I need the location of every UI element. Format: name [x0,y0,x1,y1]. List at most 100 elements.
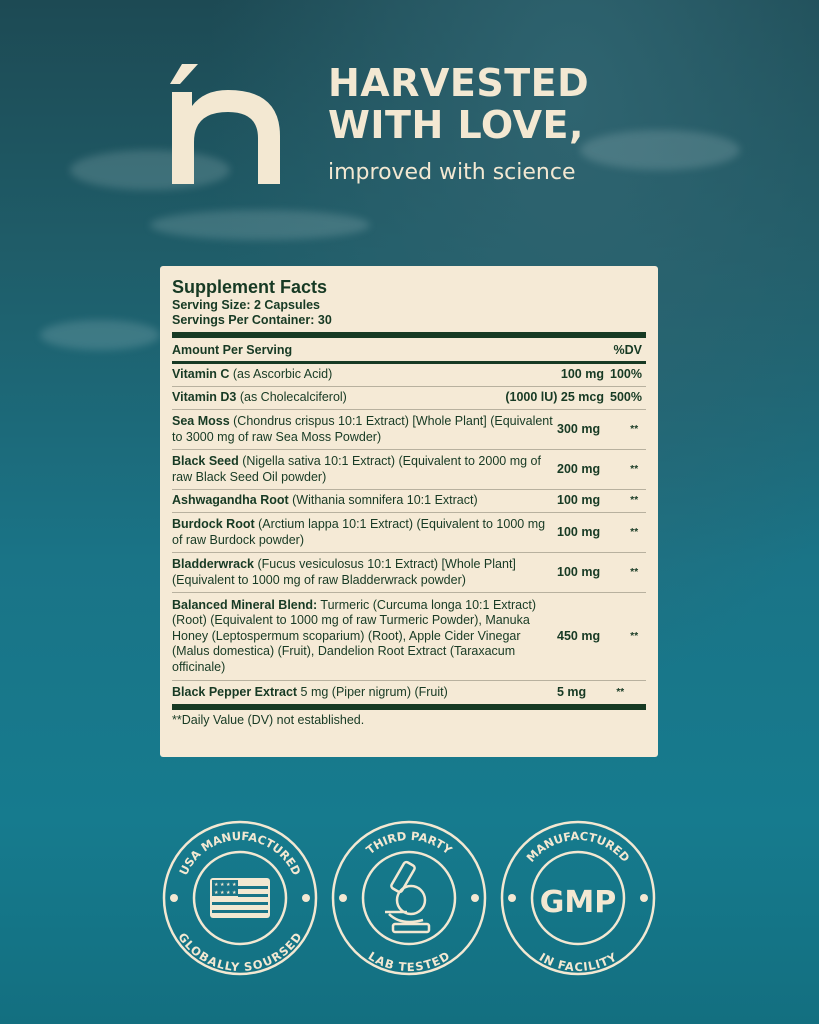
amount-header-row: Amount Per Serving %DV [172,338,646,361]
badge-bottom-text: LAB TESTED [366,949,452,974]
footnote: **Daily Value (DV) not established. [172,713,365,727]
facts-row: Bladderwrack (Fucus vesiculosus 10:1 Ext… [172,553,646,593]
svg-text:LAB TESTED: LAB TESTED [366,949,452,974]
ingredient-dv: ** [616,686,625,698]
ingredient-amount: 5 mg [557,684,587,699]
microscope-icon [385,860,431,934]
badge-top-text: MANUFACTURED [524,829,633,865]
facts-row: Black Pepper Extract 5 mg (Piper nigrum)… [172,681,646,704]
supplement-facts-panel: Supplement Facts Serving Size: 2 Capsule… [160,266,658,757]
svg-text:THIRD PARTY: THIRD PARTY [363,829,455,858]
svg-text:★: ★ [214,890,219,896]
gmp-icon: GMP [540,885,616,920]
svg-text:★: ★ [226,890,231,896]
facts-row: Black Seed (Nigella sativa 10:1 Extract)… [172,450,646,490]
ingredient-description: (Chondrus crispus 10:1 Extract) [Whole P… [172,414,553,444]
ingredient-name: Balanced Mineral Blend: [172,597,318,612]
svg-text:★: ★ [220,882,225,888]
ingredient: Ashwagandha Root (Withania somnifera 10:… [172,493,557,509]
svg-text:★: ★ [226,882,231,888]
facts-row: Vitamin D3 (as Cholecalciferol) (1000 lU… [172,387,646,410]
ingredient-dv: ** [630,423,639,435]
badge-bottom-text: GLOBALLY SOURSED [176,930,305,974]
svg-text:IN FACILITY: IN FACILITY [537,949,619,973]
badge: THIRD PARTY LAB TESTED [331,820,487,976]
ingredient-dv: ** [630,495,639,507]
ingredient-name: Black Seed [172,454,239,468]
ingredient-name: Bladderwrack [172,557,254,571]
ingredient-description: (as Cholecalciferol) [236,390,347,405]
svg-text:★: ★ [214,882,219,888]
divider-thick [172,704,646,710]
svg-text:MANUFACTURED: MANUFACTURED [524,829,633,865]
ingredient-dv: 100% [610,367,642,382]
ingredient: Bladderwrack (Fucus vesiculosus 10:1 Ext… [172,557,557,588]
ingredient: Black Pepper Extract 5 mg (Piper nigrum)… [172,685,557,701]
facts-title: Supplement Facts [172,277,328,297]
ingredient-dv: ** [630,630,639,642]
ingredient-amount: 100 mg [557,493,601,508]
ingredient-amount: 200 mg [557,461,601,476]
ingredient-amount: 100 mg [557,564,601,579]
facts-row: Balanced Mineral Blend: Turmeric (Curcum… [172,593,646,681]
ingredient-amount: 100 mg [557,524,601,539]
ingredient-amount: (1000 lU) 25 mcg [505,390,604,405]
ingredient-name: Vitamin C [172,367,230,382]
ingredient-description: (Withania somnifera 10:1 Extract) [288,493,478,508]
ingredient-description: (Arctium lappa 10:1 Extract) (Equivalent… [172,517,546,547]
ingredient-description: Turmeric (Curcuma longa 10:1 Extract) (R… [172,597,537,674]
badge: USA MANUFACTURED GLOBALLY SOURSED ★ ★ ★ ★ ★ ★… [162,820,318,976]
headline-line-2: WITH LOVE, [328,103,584,147]
servings-per-container: Servings Per Container: 30 [172,313,332,327]
ingredient-dv: ** [630,566,639,578]
ingredient-dv: ** [630,463,639,475]
ingredient-name: Vitamin D3 [172,390,237,405]
ingredient-name: Ashwagandha Root [172,493,289,508]
ingredient-dv: ** [630,526,639,538]
usa-flag-icon: ★★★★★★★★ [210,878,270,918]
svg-text:★: ★ [220,890,225,896]
ingredient: Vitamin D3 (as Cholecalciferol) [172,390,505,406]
gmp-text: GMP [540,885,616,920]
badge-bottom-text: IN FACILITY [537,949,619,973]
facts-row: Burdock Root (Arctium lappa 10:1 Extract… [172,513,646,553]
tagline: improved with science [328,160,576,185]
water-foam [40,320,160,350]
ingredient-description: (Fucus vesiculosus 10:1 Extract) [Whole … [172,557,516,587]
badge-top-text: THIRD PARTY [363,829,455,858]
ingredient-description: (Nigella sativa 10:1 Extract) (Equivalen… [172,454,541,484]
ingredient-amount: 100 mg [560,367,604,382]
divider-thick [172,332,646,338]
ingredient-name: Burdock Root [172,517,255,531]
dv-header: %DV [613,342,642,357]
svg-text:★: ★ [232,890,237,896]
ingredient-amount: 300 mg [557,421,601,436]
ingredient: Balanced Mineral Blend: Turmeric (Curcum… [172,598,557,676]
ingredient: Burdock Root (Arctium lappa 10:1 Extract… [172,517,557,548]
ingredient-name: Black Pepper Extract [172,684,298,699]
headline-line-1: HARVESTED [328,61,590,105]
svg-text:GLOBALLY SOURSED: GLOBALLY SOURSED [176,930,305,974]
serving-size: Serving Size: 2 Capsules [172,298,320,312]
facts-row: Sea Moss (Chondrus crispus 10:1 Extract)… [172,410,646,450]
svg-text:★: ★ [232,882,237,888]
water-foam [150,210,370,240]
facts-row: Vitamin C (as Ascorbic Acid) 100 mg 100% [172,364,646,387]
amount-per-serving-label: Amount Per Serving [172,342,293,357]
badge: MANUFACTURED IN FACILITY GMP [500,820,656,976]
ingredient-dv: 500% [610,390,642,405]
divider-medium [172,361,646,364]
ingredient-description: 5 mg (Piper nigrum) (Fruit) [297,684,448,699]
facts-rows: Vitamin C (as Ascorbic Acid) 100 mg 100%… [172,364,646,704]
water-foam [580,130,740,170]
ingredient-name: Sea Moss [172,414,230,428]
ingredient-amount: 450 mg [557,628,601,643]
ingredient: Black Seed (Nigella sativa 10:1 Extract)… [172,454,557,485]
facts-row: Ashwagandha Root (Withania somnifera 10:… [172,490,646,513]
ingredient-description: (as Ascorbic Acid) [229,367,333,382]
ingredient: Sea Moss (Chondrus crispus 10:1 Extract)… [172,414,557,445]
brand-logo [170,64,280,184]
headline: HARVESTED WITH LOVE, [328,62,589,146]
water-foam [70,150,230,190]
ingredient: Vitamin C (as Ascorbic Acid) [172,367,561,383]
